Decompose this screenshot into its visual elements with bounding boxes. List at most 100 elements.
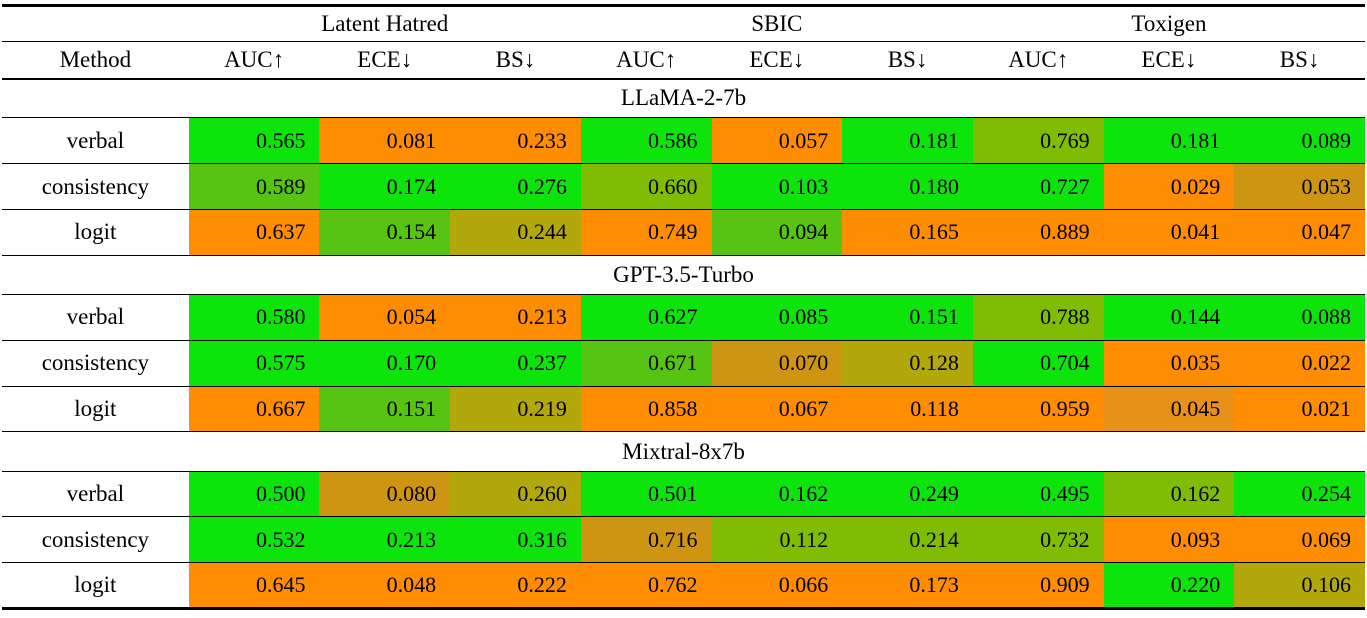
metric-cell: 0.089 xyxy=(1234,117,1365,164)
metric-cell: 0.667 xyxy=(188,386,320,432)
model-section-row: Mixtral-8x7b xyxy=(2,431,1365,472)
metric-cell: 0.671 xyxy=(580,340,712,387)
metric-cell: 0.080 xyxy=(319,471,451,517)
metric-cell: 0.106 xyxy=(1234,562,1365,609)
method-label: verbal xyxy=(2,471,189,517)
metric-cell: 0.213 xyxy=(319,516,451,563)
metric-cell: 0.237 xyxy=(450,340,581,387)
metric-cell: 0.041 xyxy=(1103,209,1235,256)
metric-cell: 0.021 xyxy=(1234,386,1365,432)
metric-cell: 0.067 xyxy=(711,386,843,432)
corner-cell xyxy=(2,6,189,42)
metric-cell: 0.180 xyxy=(842,163,973,210)
model-section-header: LLaMA-2-7b xyxy=(2,78,1365,118)
metric-cell: 0.909 xyxy=(972,562,1104,609)
metric-cell: 0.727 xyxy=(972,163,1104,210)
dataset-header-sbic: SBIC xyxy=(751,11,803,36)
metric-header-ece: ECE↓ xyxy=(749,46,805,72)
metric-cell: 0.244 xyxy=(450,209,581,256)
metric-cell: 0.151 xyxy=(842,294,973,341)
metric-header-row: Method AUC↑ ECE↓ BS↓ AUC↑ ECE↓ BS↓ AUC↑ … xyxy=(2,42,1365,79)
metric-cell: 0.219 xyxy=(450,386,581,432)
metric-cell: 0.500 xyxy=(188,471,320,517)
metric-cell: 0.716 xyxy=(580,516,712,563)
metric-cell: 0.959 xyxy=(972,386,1104,432)
metric-cell: 0.088 xyxy=(1234,294,1365,341)
metric-header-ece: ECE↓ xyxy=(1141,46,1197,72)
metric-cell: 0.174 xyxy=(319,163,451,210)
metric-cell: 0.103 xyxy=(711,163,843,210)
metric-cell: 0.858 xyxy=(580,386,712,432)
metric-header-auc: AUC↑ xyxy=(1008,46,1069,72)
method-label: logit xyxy=(2,209,189,256)
metric-cell: 0.249 xyxy=(842,471,973,517)
metric-cell: 0.704 xyxy=(972,340,1104,387)
table-row: consistency 0.589 0.174 0.276 0.660 0.103 0.18… xyxy=(2,163,1365,210)
metric-cell: 0.645 xyxy=(188,562,320,609)
metric-cell: 0.565 xyxy=(188,117,320,164)
metric-cell: 0.222 xyxy=(450,562,581,609)
metric-header-bs: BS↓ xyxy=(887,46,928,72)
metric-cell: 0.069 xyxy=(1234,516,1365,563)
metric-cell: 0.575 xyxy=(188,340,320,387)
metric-cell: 0.749 xyxy=(580,209,712,256)
metric-cell: 0.128 xyxy=(842,340,973,387)
metric-cell: 0.732 xyxy=(972,516,1104,563)
metric-cell: 0.144 xyxy=(1103,294,1235,341)
metric-header-bs: BS↓ xyxy=(1279,46,1320,72)
metric-header-ece: ECE↓ xyxy=(357,46,413,72)
metric-cell: 0.048 xyxy=(319,562,451,609)
table-row: logit 0.645 0.048 0.222 0.762 0.066 0.173 0.909… xyxy=(2,562,1365,609)
metric-header-auc: AUC↑ xyxy=(224,46,285,72)
metric-cell: 0.580 xyxy=(188,294,320,341)
metric-cell: 0.085 xyxy=(711,294,843,341)
metric-cell: 0.054 xyxy=(319,294,451,341)
table-row: consistency 0.575 0.170 0.237 0.671 0.070 0.12… xyxy=(2,340,1365,387)
metric-cell: 0.045 xyxy=(1103,386,1235,432)
results-table: Latent Hatred SBIC Toxigen Method AUC↑ E… xyxy=(2,4,1365,610)
metric-cell: 0.035 xyxy=(1103,340,1235,387)
metric-cell: 0.637 xyxy=(188,209,320,256)
model-section-row: GPT-3.5-Turbo xyxy=(2,255,1365,295)
method-label: verbal xyxy=(2,117,189,164)
metric-cell: 0.112 xyxy=(711,516,843,563)
metric-cell: 0.889 xyxy=(972,209,1104,256)
metric-cell: 0.081 xyxy=(319,117,451,164)
metric-cell: 0.070 xyxy=(711,340,843,387)
metric-cell: 0.053 xyxy=(1234,163,1365,210)
metric-cell: 0.769 xyxy=(972,117,1104,164)
metric-cell: 0.057 xyxy=(711,117,843,164)
metric-cell: 0.151 xyxy=(319,386,451,432)
model-section-row: LLaMA-2-7b xyxy=(2,78,1365,118)
metric-cell: 0.165 xyxy=(842,209,973,256)
metric-cell: 0.788 xyxy=(972,294,1104,341)
table-row: verbal 0.580 0.054 0.213 0.627 0.085 0.151 0.78… xyxy=(2,294,1365,341)
model-section-header: GPT-3.5-Turbo xyxy=(2,255,1365,295)
metric-cell: 0.162 xyxy=(711,471,843,517)
metric-cell: 0.173 xyxy=(842,562,973,609)
method-label: consistency xyxy=(2,516,189,563)
metric-cell: 0.162 xyxy=(1103,471,1235,517)
metric-cell: 0.495 xyxy=(972,471,1104,517)
metric-cell: 0.586 xyxy=(580,117,712,164)
dataset-header-toxigen: Toxigen xyxy=(1131,11,1207,36)
metric-cell: 0.316 xyxy=(450,516,581,563)
metric-cell: 0.214 xyxy=(842,516,973,563)
metric-cell: 0.094 xyxy=(711,209,843,256)
metric-cell: 0.181 xyxy=(1103,117,1235,164)
dataset-header-latent-hatred: Latent Hatred xyxy=(321,11,449,36)
method-label: logit xyxy=(2,562,189,609)
metric-cell: 0.047 xyxy=(1234,209,1365,256)
metric-cell: 0.118 xyxy=(842,386,973,432)
metric-cell: 0.093 xyxy=(1103,516,1235,563)
metric-cell: 0.066 xyxy=(711,562,843,609)
table-row: verbal 0.500 0.080 0.260 0.501 0.162 0.249 0.49… xyxy=(2,471,1365,517)
metric-header-bs: BS↓ xyxy=(495,46,536,72)
metric-cell: 0.181 xyxy=(842,117,973,164)
metric-cell: 0.213 xyxy=(450,294,581,341)
metric-cell: 0.276 xyxy=(450,163,581,210)
table-row: consistency 0.532 0.213 0.316 0.716 0.112 0.21… xyxy=(2,516,1365,563)
metric-cell: 0.233 xyxy=(450,117,581,164)
method-label: consistency xyxy=(2,340,189,387)
metric-cell: 0.022 xyxy=(1234,340,1365,387)
